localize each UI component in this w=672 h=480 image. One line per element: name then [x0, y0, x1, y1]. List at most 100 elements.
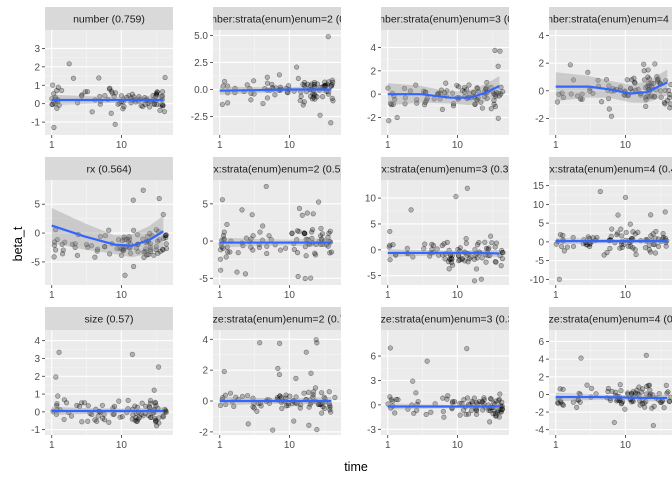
data-point [134, 232, 141, 238]
data-point [159, 103, 166, 109]
data-point [650, 80, 657, 87]
data-point [479, 399, 485, 406]
data-point [450, 100, 457, 107]
data-point [495, 407, 501, 414]
data-point [117, 246, 123, 252]
data-point [233, 394, 239, 400]
x-tick-label: 10 [284, 140, 296, 151]
data-point [619, 244, 625, 250]
data-point [385, 85, 391, 91]
data-point [570, 77, 577, 83]
data-point [660, 234, 666, 240]
data-point [130, 412, 136, 418]
data-point [473, 411, 480, 417]
data-point [636, 384, 642, 390]
data-point [646, 83, 652, 89]
data-point [264, 80, 271, 86]
data-point [312, 92, 318, 98]
data-point [310, 394, 316, 400]
data-point [112, 121, 118, 127]
data-point [68, 413, 75, 419]
data-point [300, 102, 306, 108]
data-point [473, 407, 480, 414]
data-point [414, 97, 420, 103]
data-point [499, 399, 505, 405]
y-tick-label: -4 [535, 425, 544, 436]
data-point [454, 82, 460, 88]
data-point [668, 394, 672, 400]
data-point [219, 101, 225, 108]
x-tick-label: 10 [116, 140, 128, 151]
data-point [387, 228, 393, 235]
data-point [570, 399, 576, 405]
points-group [50, 349, 169, 429]
data-point [94, 248, 100, 254]
data-point [439, 106, 446, 113]
facet-strip [549, 157, 672, 180]
data-point [63, 400, 70, 406]
x-tick-label: 10 [116, 440, 128, 451]
data-point [264, 243, 270, 249]
y-tick-label: 0 [34, 407, 40, 418]
data-point [222, 392, 229, 398]
data-point [309, 226, 316, 233]
data-point [147, 398, 154, 404]
data-point [135, 416, 141, 422]
x-tick-label: 1 [49, 440, 55, 451]
data-point [82, 89, 88, 95]
data-point [310, 392, 316, 398]
data-point [222, 78, 228, 85]
data-point [277, 340, 283, 346]
data-point [624, 77, 630, 83]
data-point [89, 109, 95, 115]
y-tick-label: 0 [34, 229, 40, 240]
data-point [605, 388, 611, 395]
data-point [484, 85, 490, 91]
data-point [54, 236, 60, 243]
x-tick-label: 1 [217, 440, 223, 451]
data-point [133, 418, 140, 424]
data-point [386, 118, 392, 124]
data-point [311, 91, 317, 97]
data-point [657, 399, 664, 405]
data-point [121, 234, 127, 240]
data-point [301, 230, 308, 236]
data-point [585, 69, 591, 75]
y-tick-label: 5 [538, 219, 544, 230]
data-point [555, 400, 562, 406]
data-point [303, 253, 309, 259]
data-point [143, 403, 149, 409]
x-tick-label: 1 [553, 140, 559, 151]
data-point [609, 388, 615, 395]
y-tick-label: 0 [538, 86, 544, 97]
data-point [476, 398, 482, 405]
data-point [300, 81, 306, 88]
data-point [483, 259, 489, 265]
data-point [625, 243, 631, 249]
data-point [264, 74, 270, 80]
data-point [89, 411, 95, 418]
data-point [270, 427, 276, 433]
data-point [269, 81, 275, 87]
data-point [444, 88, 450, 94]
data-point [296, 205, 303, 211]
data-point [632, 247, 638, 253]
data-point [156, 415, 162, 421]
data-point [449, 400, 455, 406]
data-point [120, 247, 126, 253]
data-point [461, 84, 468, 91]
data-point [111, 93, 117, 99]
y-tick-label: -5 [367, 271, 376, 282]
data-point [151, 101, 157, 107]
data-point [160, 102, 166, 108]
data-point [442, 90, 448, 96]
data-point [138, 103, 144, 109]
data-point [469, 398, 475, 404]
y-tick-label: -2 [367, 113, 376, 124]
data-point [332, 394, 338, 401]
points-group [51, 187, 170, 278]
data-point [629, 77, 635, 83]
facet-panel-11: size:strata(enum)enum=3 (0.3) -3 0 3 6 1 10 [367, 307, 509, 451]
data-point [474, 85, 480, 91]
data-point [387, 345, 393, 351]
